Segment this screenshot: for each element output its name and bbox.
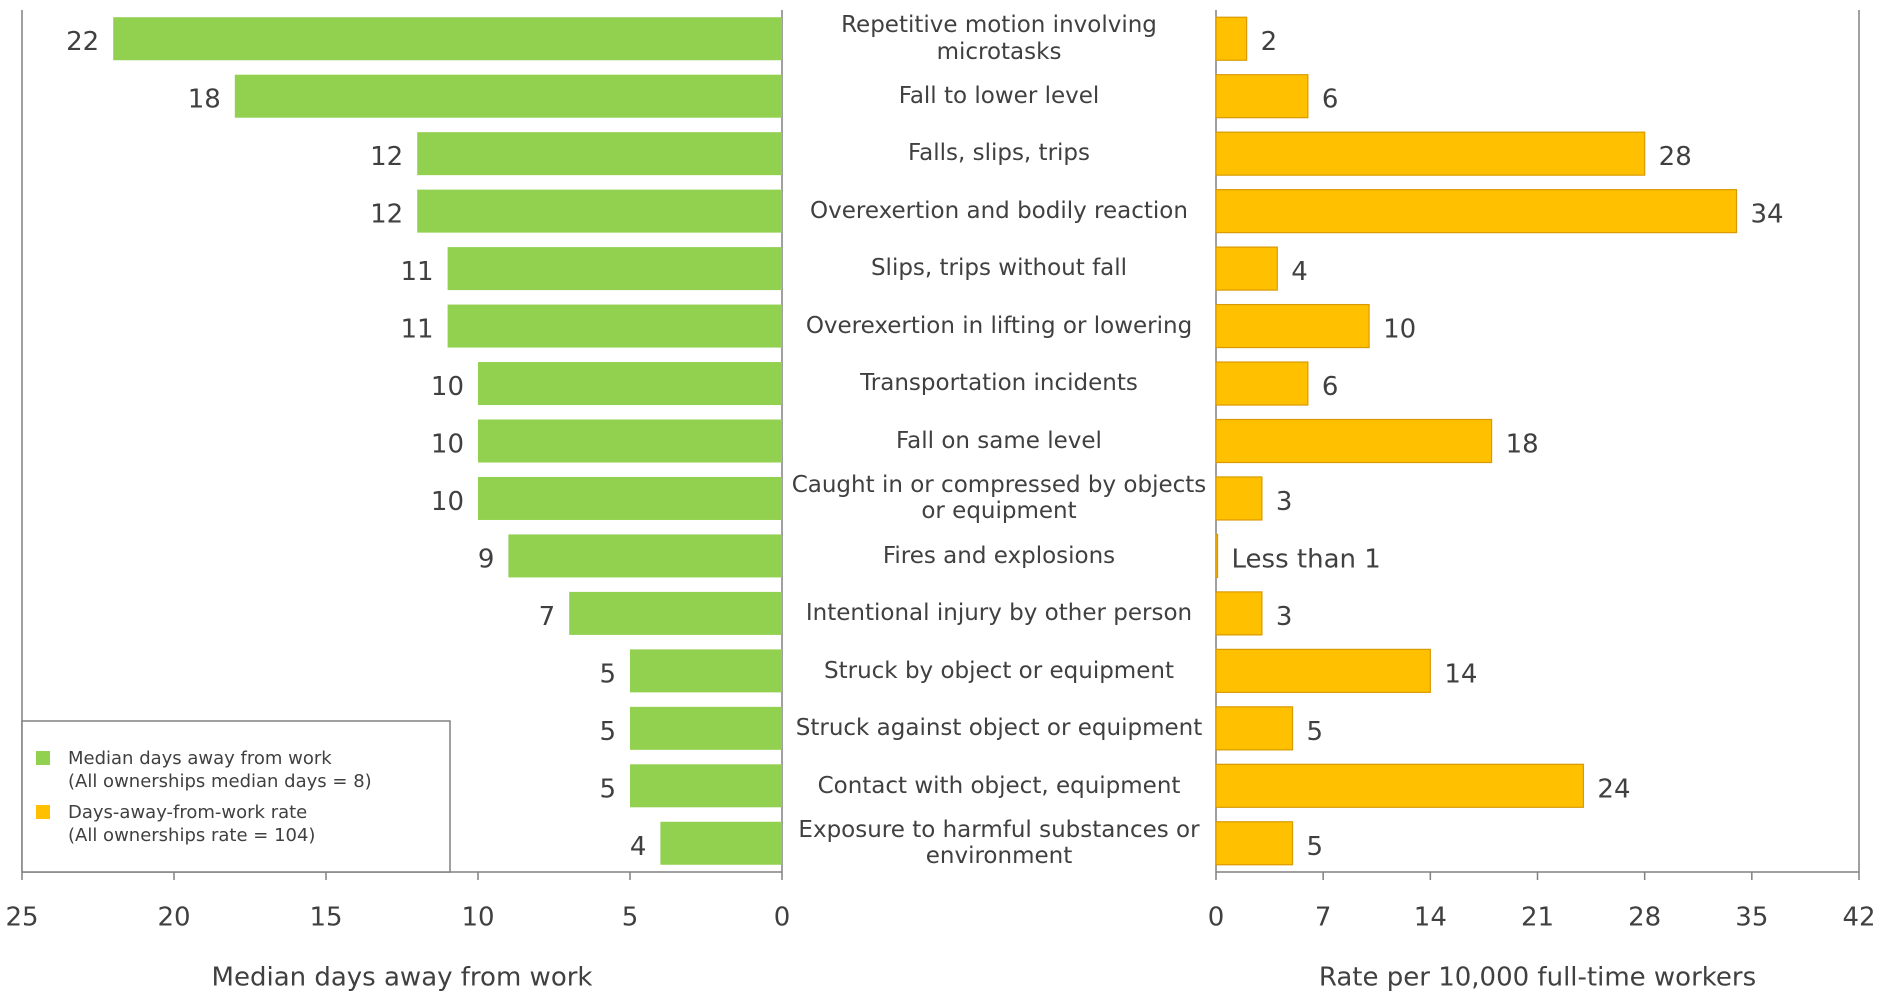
category-label: Falls, slips, trips [907, 140, 1090, 167]
legend-swatch [36, 805, 50, 819]
x-tick-label: 21 [1521, 903, 1554, 933]
x-tick-label: 20 [157, 903, 190, 933]
data-label: 5 [1307, 717, 1324, 747]
data-label: 18 [1506, 430, 1539, 460]
bar [1215, 189, 1738, 234]
bar [478, 419, 782, 463]
category-label: Overexertion in lifting or lowering [805, 312, 1193, 339]
bar [1215, 476, 1263, 521]
data-label: 24 [1597, 774, 1630, 804]
data-label: 5 [599, 659, 616, 689]
category-label: Contact with object, equipment [817, 772, 1181, 799]
data-label: 4 [630, 832, 647, 862]
data-label: 22 [66, 27, 99, 57]
bar [569, 591, 782, 635]
data-label: 34 [1751, 200, 1784, 230]
data-label: 7 [539, 602, 556, 632]
legend-label: Median days away from work [68, 748, 332, 769]
data-label: 12 [370, 142, 403, 172]
x-tick-label: 42 [1842, 903, 1875, 933]
category-label: Fall on same level [896, 427, 1102, 454]
category-label: Overexertion and bodily reaction [810, 197, 1188, 224]
bar [630, 764, 782, 808]
data-label: 3 [1276, 487, 1293, 517]
legend-note: (All ownerships rate = 104) [68, 825, 315, 846]
data-label: 5 [599, 774, 616, 804]
bar [417, 132, 782, 176]
bar [1215, 303, 1370, 349]
bar [1215, 763, 1585, 808]
data-label: 14 [1444, 659, 1477, 689]
bar [1215, 591, 1263, 636]
bar [113, 17, 782, 61]
bar [1215, 74, 1309, 119]
bar [630, 649, 782, 693]
x-tick-label: 15 [309, 903, 342, 933]
category-label: Repetitive motion involving microtasks [841, 12, 1157, 65]
x-tick-label: 10 [461, 903, 494, 933]
x-tick-label: 35 [1735, 903, 1768, 933]
data-label: 18 [188, 85, 221, 115]
bar [447, 304, 782, 348]
bar [1215, 131, 1646, 176]
legend-note: (All ownerships median days = 8) [68, 771, 372, 792]
category-label: Struck by object or equipment [824, 657, 1174, 684]
bar [1215, 418, 1493, 464]
bar [478, 476, 782, 520]
category-label: Transportation incidents [860, 370, 1138, 397]
data-label: 10 [431, 372, 464, 402]
data-label: 6 [1322, 372, 1339, 402]
data-label: 2 [1261, 27, 1278, 57]
bar [447, 247, 782, 291]
data-label: 5 [1307, 832, 1324, 862]
legend-swatch [36, 751, 50, 765]
category-label: Struck against object or equipment [795, 715, 1203, 742]
data-label: 5 [599, 717, 616, 747]
category-label: Fires and explosions [882, 542, 1116, 569]
category-label: Exposure to harmful substances or enviro… [798, 816, 1200, 870]
bar [478, 362, 782, 406]
data-label: 9 [478, 544, 495, 574]
x-tick-label: 7 [1315, 903, 1332, 933]
x-tick-label: 28 [1628, 903, 1661, 933]
bar [234, 74, 783, 118]
bar [1215, 361, 1309, 406]
category-label: Caught in or compressed by objects or eq… [791, 472, 1207, 525]
bar [1215, 706, 1294, 751]
category-label: Slips, trips without fall [870, 255, 1128, 282]
data-label: 4 [1291, 257, 1308, 287]
data-label: 12 [370, 200, 403, 230]
x-tick-label: 14 [1414, 903, 1447, 933]
category-label: Intentional injury by other person [805, 600, 1193, 627]
bar [1215, 648, 1431, 693]
bar [1215, 821, 1294, 866]
data-label: 11 [401, 257, 434, 287]
legend-box [21, 720, 451, 873]
bar [1215, 246, 1278, 291]
x-tick-label: 5 [622, 903, 639, 933]
x-axis-label: Rate per 10,000 full-time workers [1319, 963, 1756, 993]
data-label: 28 [1659, 142, 1692, 172]
data-label: 10 [431, 430, 464, 460]
bar [1215, 16, 1248, 61]
bar [660, 821, 782, 865]
x-axis-label: Median days away from work [212, 963, 593, 993]
bar [1215, 533, 1219, 579]
x-tick-label: 0 [1208, 903, 1225, 933]
bar [630, 706, 782, 750]
x-tick-label: 25 [5, 903, 38, 933]
data-label: 11 [401, 315, 434, 345]
data-label: 10 [431, 487, 464, 517]
data-label: Less than 1 [1232, 544, 1381, 574]
data-label: 3 [1276, 602, 1293, 632]
x-tick-label: 0 [774, 903, 791, 933]
data-label: 6 [1322, 85, 1339, 115]
data-label: 10 [1383, 315, 1416, 345]
category-label: Fall to lower level [898, 82, 1100, 109]
legend-label: Days-away-from-work rate [68, 802, 307, 823]
bar [508, 534, 782, 578]
bar [417, 189, 782, 233]
